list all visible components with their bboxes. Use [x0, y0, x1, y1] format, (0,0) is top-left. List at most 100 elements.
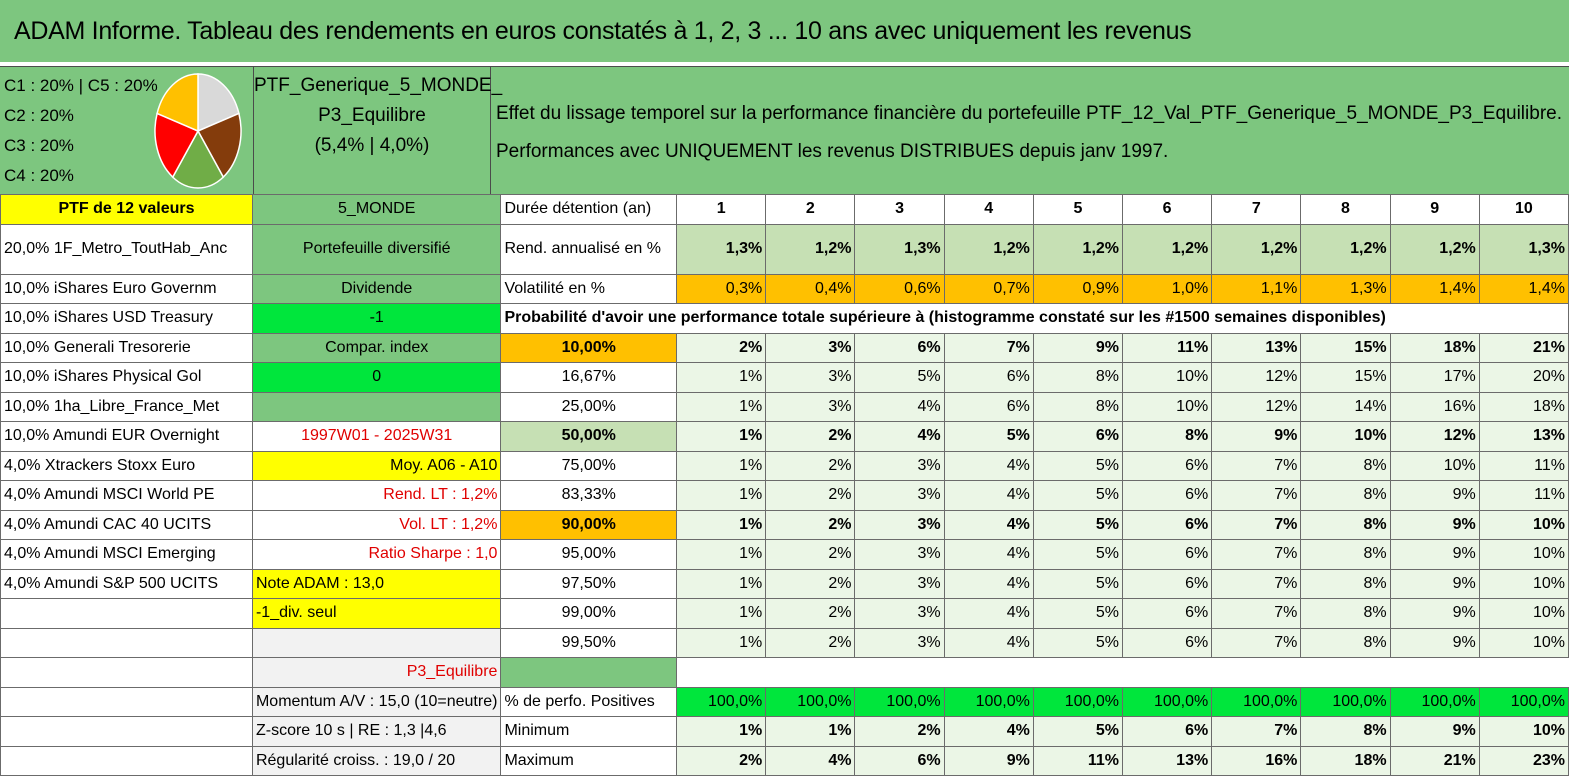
- return-cell: 1,2%: [1300, 223, 1391, 275]
- minimum-cell: 10%: [1478, 716, 1569, 747]
- row-label: Minimum: [500, 716, 678, 747]
- probability-cell: 5%: [1032, 450, 1124, 481]
- minimum-cell: 6%: [1122, 716, 1213, 747]
- probability-cell: 6%: [1122, 568, 1213, 599]
- threshold-cell: 95,00%: [500, 539, 678, 570]
- probability-cell: 10%: [1478, 509, 1569, 540]
- row-label: % de perfo. Positives: [500, 686, 678, 717]
- threshold-cell: 25,00%: [500, 391, 678, 422]
- volatility-cell: 0,9%: [1032, 273, 1124, 304]
- info-cell: Régularité croiss. : 19,0 / 20: [251, 745, 502, 776]
- table-row: P3_Equilibre: [0, 657, 1569, 688]
- threshold-cell: 75,00%: [500, 450, 678, 481]
- minimum-cell: 7%: [1211, 716, 1302, 747]
- probability-cell: 4%: [943, 568, 1034, 599]
- probability-cell: 4%: [943, 450, 1034, 481]
- probability-cell: 8%: [1300, 568, 1391, 599]
- probability-cell: 5%: [1032, 539, 1124, 570]
- probability-cell: 8%: [1300, 627, 1391, 658]
- probability-cell: 16%: [1389, 391, 1480, 422]
- probability-cell: 7%: [1211, 509, 1302, 540]
- probability-cell: 8%: [1300, 539, 1391, 570]
- holding-cell: 10,0% iShares Euro Governm: [0, 273, 253, 304]
- table-row: 4,0% Amundi MSCI World PE Rend. LT : 1,2%…: [0, 480, 1569, 511]
- returns-table: PTF de 12 valeurs 5_MONDE Durée détention …: [0, 194, 1569, 776]
- probability-cell: 4%: [854, 391, 945, 422]
- return-cell: 1,3%: [854, 223, 945, 275]
- probability-cell: 8%: [1032, 362, 1124, 393]
- probability-cell: 7%: [1211, 539, 1302, 570]
- positive-cell: 100,0%: [854, 686, 945, 717]
- probability-cell: 1%: [676, 391, 767, 422]
- table-row: 10,0% Generali Tresorerie Compar. index 10…: [0, 332, 1569, 363]
- probability-cell: 15%: [1300, 332, 1391, 363]
- header-band: C1 : 20% | C5 : 20% C2 : 20% C3 : 20% C4…: [0, 66, 1569, 195]
- probability-cell: 3%: [854, 568, 945, 599]
- probability-cell: 14%: [1300, 391, 1391, 422]
- maximum-cell: 6%: [854, 745, 945, 776]
- year-header: 4: [943, 194, 1034, 225]
- minimum-cell: 8%: [1300, 716, 1391, 747]
- year-header: 1: [676, 194, 767, 225]
- info-cell: Compar. index: [251, 332, 502, 363]
- minimum-cell: 2%: [854, 716, 945, 747]
- info-cell: Momentum A/V : 15,0 (10=neutre): [251, 686, 502, 717]
- probability-cell: 2%: [765, 539, 856, 570]
- probability-cell: 7%: [1211, 480, 1302, 511]
- threshold-cell: 50,00%: [500, 421, 678, 452]
- legend-line: C3 : 20%: [4, 136, 74, 155]
- row-label: Maximum: [500, 745, 678, 776]
- table-row: 10,0% 1ha_Libre_France_Met 25,00% 1% 3% 4% 6%…: [0, 391, 1569, 422]
- probability-cell: 10%: [1478, 539, 1569, 570]
- threshold-cell: 10,00%: [500, 332, 678, 363]
- volatility-cell: 0,4%: [765, 273, 856, 304]
- holding-cell: 10,0% Generali Tresorerie: [0, 332, 253, 363]
- probability-cell: 3%: [854, 627, 945, 658]
- volatility-cell: 1,4%: [1389, 273, 1480, 304]
- probability-cell: 1%: [676, 362, 767, 393]
- maximum-cell: 4%: [765, 745, 856, 776]
- probability-cell: 9%: [1032, 332, 1124, 363]
- minimum-cell: 5%: [1032, 716, 1124, 747]
- probability-cell: 6%: [1122, 539, 1213, 570]
- table-row: 4,0% Xtrackers Stoxx Euro Moy. A06 - A10 7…: [0, 450, 1569, 481]
- table-row: Momentum A/V : 15,0 (10=neutre)% de perf…: [0, 686, 1569, 717]
- probability-cell: 6%: [1122, 627, 1213, 658]
- volatility-cell: 1,1%: [1211, 273, 1302, 304]
- threshold-cell: 99,00%: [500, 598, 678, 629]
- pie-slice: [154, 112, 200, 179]
- return-cell: 1,2%: [1122, 223, 1213, 275]
- probability-cell: 3%: [854, 480, 945, 511]
- holding-cell: 4,0% Xtrackers Stoxx Euro: [0, 450, 253, 481]
- info-cell: Z-score 10 s | RE : 1,3 |4,6: [251, 716, 502, 747]
- positive-cell: 100,0%: [1122, 686, 1213, 717]
- probability-cell: 7%: [1211, 568, 1302, 599]
- probability-cell: 10%: [1478, 627, 1569, 658]
- holding-cell: 4,0% Amundi MSCI Emerging: [0, 539, 253, 570]
- probability-cell: 9%: [1389, 480, 1480, 511]
- table-row: 4,0% Amundi S&P 500 UCITS Note ADAM : 13,…: [0, 568, 1569, 599]
- description-line: Performances avec UNIQUEMENT les revenus…: [496, 141, 1169, 162]
- blank-cell: [500, 657, 678, 688]
- probability-cell: 20%: [1478, 362, 1569, 393]
- probability-cell: 6%: [1122, 509, 1213, 540]
- probability-cell: 3%: [765, 362, 856, 393]
- probability-cell: 9%: [1389, 509, 1480, 540]
- threshold-cell: 90,00%: [500, 509, 678, 540]
- probability-cell: 9%: [1389, 627, 1480, 658]
- probability-cell: 4%: [943, 480, 1034, 511]
- legend-line: C4 : 20%: [4, 166, 74, 185]
- table-row: -1_div. seul 99,00% 1% 2% 3% 4% 5% 6% 7% 8% 9% 10%: [0, 598, 1569, 629]
- probability-cell: 10%: [1478, 598, 1569, 629]
- year-header: 2: [765, 194, 856, 225]
- table-row: 10,0% iShares USD Treasury -1 Probabilité …: [0, 303, 1569, 334]
- probability-cell: 10%: [1122, 362, 1213, 393]
- holding-cell: [0, 598, 253, 629]
- return-cell: 1,2%: [765, 223, 856, 275]
- table-row: 10,0% iShares Physical Gol 0 16,67% 1% 3% 5% 6…: [0, 362, 1569, 393]
- probability-cell: 3%: [854, 539, 945, 570]
- probability-cell: 13%: [1478, 421, 1569, 452]
- probability-cell: 11%: [1122, 332, 1213, 363]
- holding-cell: 20,0% 1F_Metro_ToutHab_Anc: [0, 223, 253, 275]
- probability-cell: 21%: [1478, 332, 1569, 363]
